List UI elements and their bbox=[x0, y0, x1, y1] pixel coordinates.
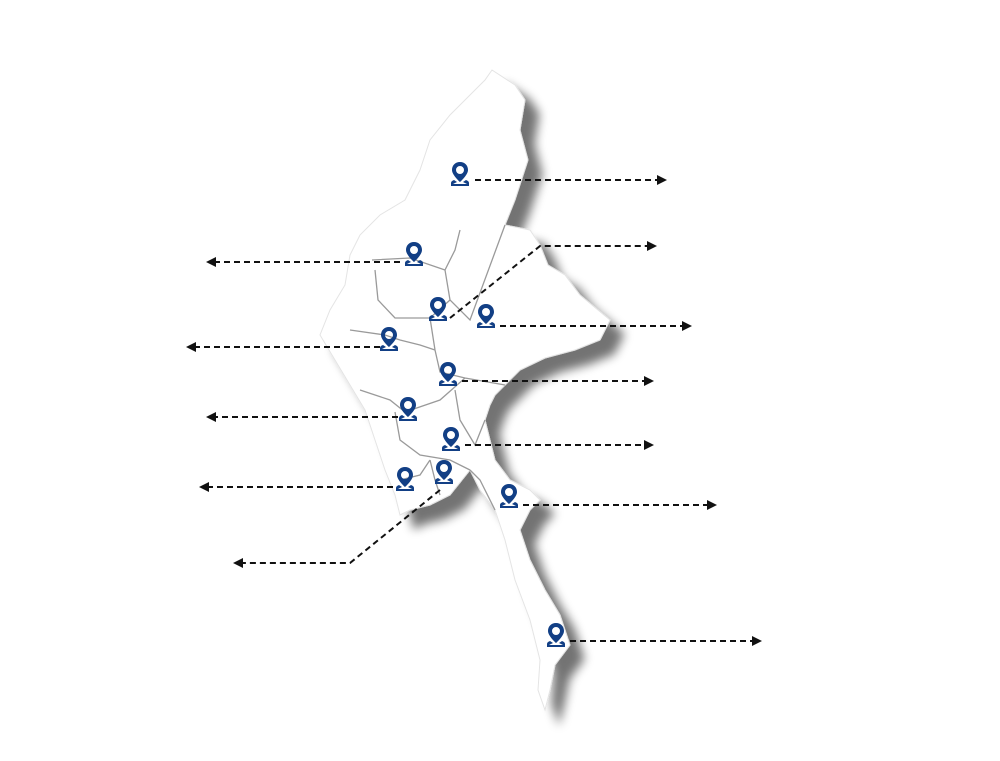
arrow bbox=[233, 489, 441, 568]
arrow bbox=[449, 241, 657, 319]
arrows bbox=[186, 175, 762, 646]
country-shape bbox=[319, 69, 611, 712]
